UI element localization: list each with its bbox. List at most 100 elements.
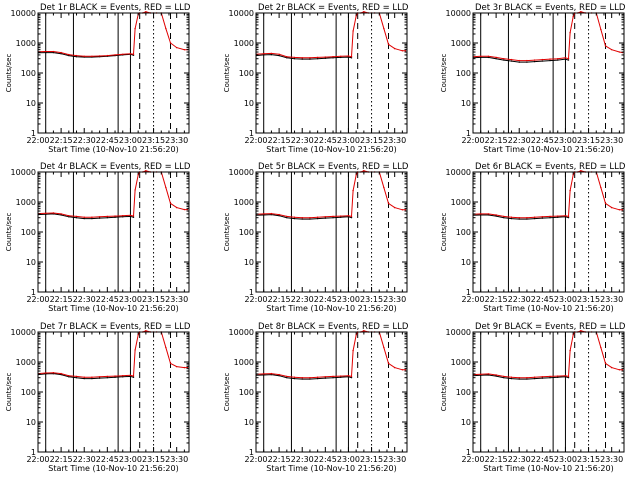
data-point-lld	[129, 214, 132, 217]
y-tick-label: 100	[239, 388, 254, 397]
data-point-events	[293, 57, 296, 60]
data-point-events	[68, 54, 70, 57]
y-tick-label: 10	[244, 99, 254, 108]
data-point-lld	[106, 375, 109, 378]
data-point-lld	[132, 215, 135, 217]
data-point-lld	[270, 372, 273, 375]
chart-panel-8: Det 8r BLACK = Events, RED = LLD 1 10 100 10…	[223, 322, 409, 473]
x-tick-label: 22:30	[291, 136, 314, 145]
series-line-lld	[473, 170, 623, 219]
data-point-lld	[270, 212, 273, 215]
data-point-lld	[618, 209, 621, 211]
chart-title: Det 6r BLACK = Events, RED = LLD	[475, 162, 626, 172]
data-point-events	[114, 376, 116, 378]
data-point-lld	[60, 213, 62, 215]
data-point-lld	[122, 214, 124, 217]
data-point-lld	[557, 375, 559, 377]
data-point-lld	[518, 216, 520, 219]
x-tick-label: 23:30	[165, 136, 188, 145]
data-point-lld	[404, 369, 407, 371]
series-line-lld	[256, 11, 406, 59]
series-line-lld	[473, 330, 623, 379]
data-point-lld	[286, 55, 288, 58]
data-point-events	[347, 56, 350, 58]
chart-panel-7: Det 7r BLACK = Events, RED = LLD 1 10 100 10…	[5, 322, 191, 473]
data-point-lld	[355, 15, 357, 17]
x-tick-label: 23:15	[360, 455, 383, 464]
x-tick-label: 22:15	[50, 455, 73, 464]
data-point-lld	[316, 216, 319, 218]
chart-title: Det 2r BLACK = Events, RED = LLD	[258, 3, 409, 13]
y-axis-label: Counts/sec	[440, 213, 448, 252]
y-tick-label: 10000	[446, 9, 471, 18]
y-tick-label: 100	[21, 69, 36, 78]
data-point-events	[270, 373, 273, 376]
data-point-events	[122, 216, 124, 218]
data-point-events	[286, 57, 288, 59]
data-point-lld	[75, 215, 78, 218]
data-point-lld	[137, 174, 139, 176]
series-line-events	[38, 213, 134, 220]
data-point-events	[332, 57, 334, 59]
x-tick-label: 22:00	[461, 136, 484, 145]
x-tick-label: 22:30	[508, 136, 531, 145]
chart-panel-4: Det 4r BLACK = Events, RED = LLD 1 10 100 10…	[5, 162, 191, 313]
series-line-events	[473, 374, 569, 380]
data-point-events	[564, 216, 567, 218]
data-point-lld	[549, 58, 551, 60]
data-point-lld	[549, 375, 551, 378]
data-point-lld	[401, 369, 404, 371]
data-point-events	[503, 376, 505, 379]
x-axis-label: Start Time (10-Nov-10 21:56:20)	[48, 145, 178, 154]
x-tick-label: 22:15	[268, 136, 291, 145]
data-point-events	[114, 216, 116, 218]
data-point-lld	[165, 186, 167, 189]
data-point-events	[480, 374, 482, 377]
chart-title: Det 3r BLACK = Events, RED = LLD	[475, 3, 626, 13]
data-point-lld	[387, 43, 390, 46]
x-tick-label: 22:00	[26, 295, 49, 304]
x-tick-label: 22:30	[73, 295, 96, 304]
y-tick-label: 1	[466, 288, 471, 297]
data-point-lld	[183, 48, 186, 51]
y-tick-label: 1000	[234, 358, 254, 367]
y-tick-label: 100	[456, 69, 471, 78]
y-tick-label: 1000	[16, 358, 36, 367]
data-point-lld	[363, 330, 365, 332]
data-point-events	[549, 216, 551, 219]
data-point-events	[270, 213, 273, 216]
x-tick-label: 23:30	[600, 136, 623, 145]
data-point-events	[332, 376, 334, 379]
x-tick-label: 22:30	[291, 295, 314, 304]
x-tick-label: 23:30	[165, 455, 188, 464]
y-tick-label: 100	[456, 388, 471, 397]
y-tick-label: 1000	[234, 39, 254, 48]
x-tick-label: 22:45	[96, 295, 119, 304]
data-point-events	[132, 216, 135, 218]
data-point-events	[301, 378, 303, 380]
data-point-lld	[401, 50, 404, 52]
data-point-lld	[610, 206, 613, 209]
x-tick-label: 22:00	[244, 136, 267, 145]
data-point-lld	[324, 376, 327, 378]
x-axis-label: Start Time (10-Nov-10 21:56:20)	[483, 304, 613, 313]
data-point-events	[132, 376, 135, 378]
data-point-lld	[600, 28, 602, 31]
data-point-events	[83, 217, 85, 220]
data-point-events	[91, 217, 93, 220]
data-point-events	[278, 54, 280, 57]
data-point-lld	[347, 374, 350, 377]
data-point-lld	[122, 53, 124, 56]
data-point-events	[286, 376, 288, 379]
plot-area	[256, 170, 407, 220]
data-point-lld	[557, 57, 559, 60]
data-point-lld	[518, 376, 520, 379]
data-point-events	[301, 58, 303, 60]
data-point-events	[549, 59, 551, 62]
chart-panel-1: Det 1r BLACK = Events, RED = LLD 1 10 100 10…	[5, 3, 191, 154]
data-point-events	[324, 217, 327, 219]
plot-area	[473, 330, 624, 380]
data-point-lld	[401, 209, 404, 211]
data-point-events	[98, 377, 101, 379]
